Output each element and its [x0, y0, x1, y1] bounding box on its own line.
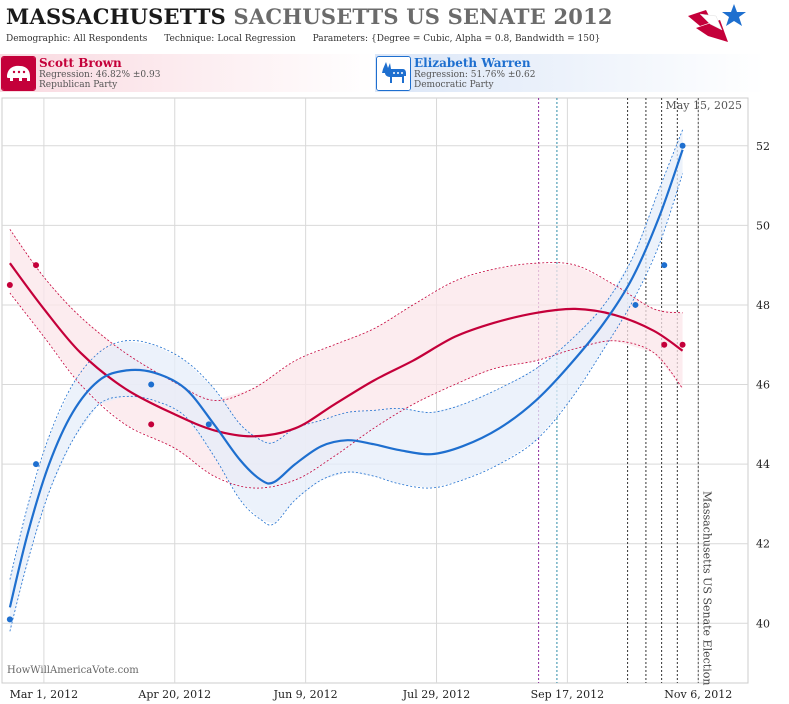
republican-poll-point — [33, 262, 40, 269]
republican-confidence-band — [9, 229, 683, 489]
republican-candidate-name: Scott Brown — [39, 56, 122, 70]
democrat-regression-line — [8, 149, 684, 608]
x-tick-label: Sep 17, 2012 — [531, 688, 605, 701]
democrat-poll-point — [632, 301, 639, 308]
page-title: MASSACHUSETTS SACHUSETTS US SENATE 2012 — [6, 4, 613, 29]
republican-party-label: Republican Party — [39, 80, 118, 90]
polling-chart: 40 42 44 46 48 50 52 Mar 1, 2012 Apr 20, 2012 Jun… — [1, 97, 770, 701]
param-parameters-key: Parameters: — [312, 34, 369, 44]
elephant-icon — [1, 56, 36, 91]
democrat-poll-point — [661, 262, 668, 269]
title-race: SACHUSETTS US SENATE 2012 — [233, 4, 613, 29]
parameters-line: Demographic: All Respondents Technique: Lo… — [6, 34, 614, 44]
y-tick-label: 42 — [756, 538, 770, 551]
y-tick-label: 50 — [756, 219, 770, 232]
democrat-candidate-name: Elizabeth Warren — [414, 56, 531, 70]
election-label: Massachusetts US Senate Election — [700, 491, 713, 685]
candidate-panel-republican: Scott Brown Regression: 46.82% ±0.93 Rep… — [0, 54, 375, 92]
x-tick-label: Nov 6, 2012 — [664, 688, 732, 701]
x-tick-label: Jul 29, 2012 — [402, 688, 471, 701]
x-tick-label: Mar 1, 2012 — [10, 688, 79, 701]
chart-header: MASSACHUSETTS SACHUSETTS US SENATE 2012 … — [0, 0, 789, 50]
y-tick-label: 46 — [756, 379, 770, 392]
republican-regression-line — [9, 262, 684, 438]
democrat-poll-point — [205, 421, 212, 428]
param-parameters-value: {Degree = Cubic, Alpha = 0.8, Bandwidth … — [371, 34, 601, 44]
democrat-poll-point — [148, 381, 155, 388]
site-logo-icon — [688, 4, 746, 42]
candidate-panel-democrat: Elizabeth Warren Regression: 51.76% ±0.6… — [375, 54, 765, 92]
donkey-icon — [376, 56, 411, 91]
y-tick-label: 44 — [756, 458, 770, 471]
y-tick-label: 48 — [756, 299, 770, 312]
republican-poll-point — [6, 282, 13, 289]
param-demographic-key: Demographic: — [6, 34, 71, 44]
democrat-poll-point — [33, 461, 40, 468]
democrat-party-label: Democratic Party — [414, 80, 494, 90]
y-tick-label: 52 — [756, 140, 770, 153]
democrat-upper-bound — [9, 129, 683, 580]
param-technique-key: Technique: — [164, 34, 215, 44]
republican-upper-bound — [9, 229, 683, 401]
param-technique-value: Local Regression — [217, 34, 296, 44]
republican-poll-point — [148, 421, 155, 428]
title-state: MASSACHUSETTS — [6, 4, 227, 29]
republican-poll-point — [679, 341, 686, 348]
watermark: HowWillAmericaVote.com — [7, 665, 139, 676]
democrat-confidence-band — [9, 129, 683, 632]
democrat-lower-bound — [9, 173, 683, 632]
x-tick-label: Apr 20, 2012 — [137, 688, 211, 701]
x-tick-label: Jun 9, 2012 — [273, 688, 338, 701]
param-demographic-value: All Respondents — [73, 34, 148, 44]
republican-poll-point — [661, 341, 668, 348]
y-tick-label: 40 — [756, 617, 770, 630]
republican-lower-bound — [9, 292, 683, 489]
democrat-poll-point — [6, 616, 13, 623]
as-of-date-label: May 15, 2025 — [665, 99, 742, 112]
democrat-poll-point — [679, 142, 686, 149]
republican-regression: Regression: 46.82% ±0.93 — [39, 70, 161, 80]
democrat-regression: Regression: 51.76% ±0.62 — [414, 70, 536, 80]
